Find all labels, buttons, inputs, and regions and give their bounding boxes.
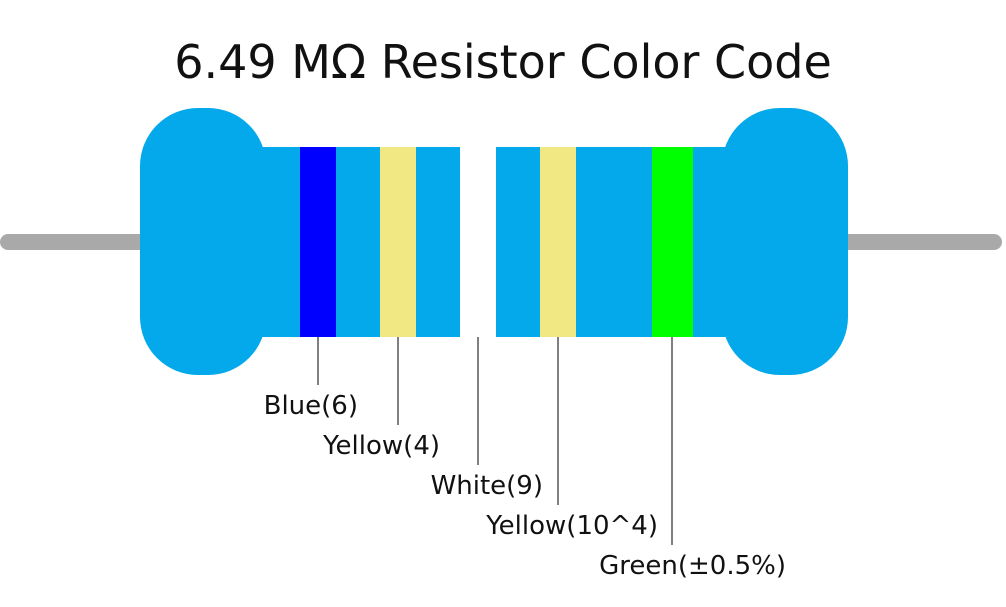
band-1 bbox=[300, 147, 336, 337]
band-label: Blue(6) bbox=[264, 391, 358, 421]
end-cap-left bbox=[140, 108, 266, 375]
band-label: White(9) bbox=[431, 471, 543, 501]
title: 6.49 MΩ Resistor Color Code bbox=[174, 35, 832, 89]
band-4 bbox=[540, 147, 576, 337]
band-3 bbox=[460, 147, 496, 337]
band-5 bbox=[652, 147, 693, 337]
end-cap-right bbox=[722, 108, 848, 375]
band-label: Yellow(10^4) bbox=[485, 511, 658, 541]
band-label: Green(±0.5%) bbox=[599, 551, 786, 581]
band-label: Yellow(4) bbox=[322, 431, 440, 461]
band-2 bbox=[380, 147, 416, 337]
